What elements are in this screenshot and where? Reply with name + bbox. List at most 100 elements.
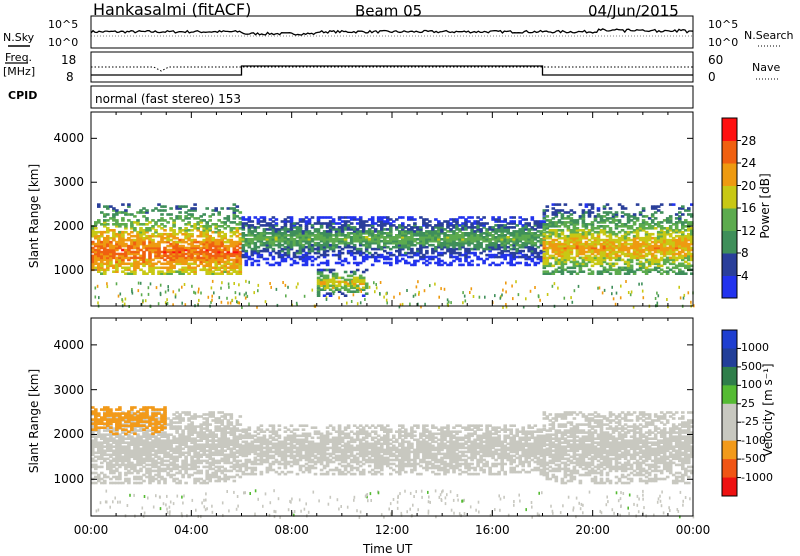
power-cell	[527, 222, 531, 225]
power-cell	[151, 240, 155, 244]
power-cell	[629, 252, 634, 256]
power-cell	[521, 243, 525, 247]
power-cell	[244, 241, 249, 245]
power-cell	[425, 245, 429, 249]
power-cell	[515, 239, 519, 243]
power-cell	[632, 270, 637, 273]
power-cell	[509, 261, 513, 265]
power-cell	[641, 225, 646, 228]
power-cell	[593, 240, 598, 244]
power-cell	[467, 226, 471, 229]
power-cell	[127, 203, 131, 206]
power-cell	[632, 246, 637, 250]
power-cell	[668, 229, 673, 232]
velocity-cell	[202, 481, 206, 485]
power-cell	[307, 220, 312, 223]
power-cell	[419, 239, 423, 243]
velocity-cell	[187, 473, 191, 477]
power-cell	[443, 239, 447, 243]
power-cell	[193, 270, 197, 273]
power-cell	[398, 259, 402, 263]
power-cell	[464, 249, 468, 253]
power-cell	[193, 223, 197, 226]
power-cell	[322, 253, 327, 257]
power-cell	[352, 257, 357, 261]
power-cell	[678, 268, 682, 272]
velocity-cell	[172, 479, 176, 483]
power-cell	[500, 220, 504, 223]
velocity-cell	[190, 421, 194, 424]
power-cell	[566, 236, 571, 240]
power-cell	[569, 236, 574, 240]
power-cell	[569, 238, 574, 242]
power-cell	[352, 243, 357, 247]
velocity-cell	[187, 453, 191, 457]
power-cell	[395, 241, 399, 245]
power-cell	[172, 256, 176, 260]
velocity-cell	[118, 477, 122, 481]
velocity-cell	[151, 477, 155, 481]
power-cell	[346, 224, 351, 227]
power-cell	[485, 234, 489, 237]
velocity-cell	[202, 465, 206, 469]
velocity-cell	[121, 447, 125, 451]
power-cell	[316, 220, 321, 223]
power-cell	[533, 255, 538, 259]
power-cell	[316, 272, 321, 276]
power-cell	[178, 238, 182, 242]
power-cell	[536, 220, 541, 223]
power-cell	[446, 302, 449, 306]
power-cell	[355, 280, 360, 284]
power-cell	[515, 230, 519, 233]
power-cell	[364, 247, 369, 251]
power-cell	[599, 252, 604, 256]
power-cell	[217, 246, 221, 250]
velocity-cell	[169, 433, 173, 436]
power-cell	[509, 220, 513, 223]
power-cell	[611, 246, 616, 250]
power-cell	[413, 259, 417, 263]
velocity-cell	[166, 459, 170, 463]
velocity-cell	[106, 443, 110, 446]
velocity-cell	[130, 431, 134, 434]
power-cell	[178, 288, 180, 292]
power-cell	[416, 228, 420, 231]
power-cell	[626, 227, 631, 230]
power-cell	[542, 262, 547, 266]
power-cell	[307, 218, 312, 221]
velocity-cell	[127, 461, 131, 465]
power-cell	[653, 248, 658, 252]
power-cell	[599, 244, 604, 248]
power-cell	[112, 217, 116, 220]
power-cell	[343, 236, 348, 239]
power-cell	[325, 236, 330, 239]
velocity-cell	[97, 475, 101, 479]
power-cell	[599, 254, 604, 258]
power-cell	[521, 228, 525, 231]
power-cell	[199, 252, 203, 256]
velocity-cell	[172, 441, 176, 444]
power-cell	[264, 300, 267, 304]
power-cell	[563, 250, 568, 254]
power-cell	[340, 251, 345, 255]
power-cell	[500, 249, 504, 253]
velocity-cell	[187, 429, 191, 432]
power-cell	[569, 223, 574, 226]
power-cell	[244, 238, 249, 241]
power-cell	[319, 226, 324, 229]
power-cell	[662, 260, 667, 264]
power-cell	[380, 228, 384, 231]
power-cell	[316, 232, 321, 235]
velocity-cell	[130, 455, 134, 459]
power-cell	[316, 238, 321, 241]
power-cell	[331, 222, 336, 225]
velocity-cell	[166, 435, 170, 438]
power-cell	[133, 227, 137, 230]
power-cell	[112, 219, 116, 222]
power-cell	[280, 232, 285, 235]
velocity-cell	[118, 441, 122, 444]
power-cell	[349, 286, 354, 290]
power-cell	[157, 240, 161, 244]
power-cell	[413, 239, 417, 243]
power-cell	[614, 215, 619, 218]
